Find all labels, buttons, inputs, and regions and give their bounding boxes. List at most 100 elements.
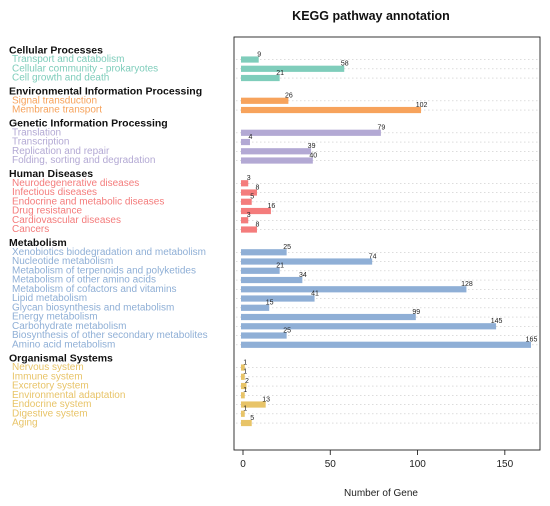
value-label: 8 — [256, 184, 260, 191]
category-label: Metabolism of other amino acids — [12, 275, 156, 286]
category-label: Cancers — [12, 224, 49, 235]
bar — [241, 267, 280, 274]
category-label: Neurodegenerative diseases — [12, 178, 139, 189]
value-label: 3 — [247, 212, 251, 219]
category-label: Lipid metabolism — [12, 293, 87, 304]
chart-title: KEGG pathway annotation — [292, 9, 450, 23]
bar — [241, 364, 245, 371]
category-label: Immune system — [12, 371, 83, 382]
value-label: 8 — [256, 221, 260, 228]
plot-frame — [233, 36, 541, 451]
value-label: 1 — [243, 387, 247, 394]
category-label: Replication and repair — [12, 146, 110, 157]
value-label: 21 — [276, 70, 284, 77]
bar — [241, 249, 287, 256]
bar — [241, 180, 249, 187]
bar — [241, 373, 245, 380]
bar — [241, 226, 257, 233]
bar — [241, 332, 287, 339]
bar — [241, 295, 315, 302]
x-tick-label: 0 — [240, 459, 246, 470]
value-label: 21 — [276, 263, 284, 270]
bar — [241, 410, 245, 417]
value-label: 3 — [247, 175, 251, 182]
bar — [241, 148, 312, 155]
category-label: Carbohydrate metabolism — [12, 321, 127, 332]
value-label: 2 — [245, 378, 249, 385]
value-label: 145 — [491, 318, 503, 325]
category-label: Excretory system — [12, 381, 89, 392]
category-label: Translation — [12, 127, 61, 138]
category-label: Metabolism of terpenoids and polyketides — [12, 265, 196, 276]
value-label: 13 — [262, 396, 270, 403]
category-label: Transport and catabolism — [12, 54, 124, 65]
value-label: 128 — [461, 281, 473, 288]
bar — [241, 258, 373, 265]
category-label: Glycan biosynthesis and metabolism — [12, 302, 174, 313]
bar — [241, 323, 497, 330]
value-label: 74 — [369, 253, 377, 260]
bar — [241, 74, 280, 82]
value-label: 58 — [341, 61, 349, 68]
value-label: 16 — [268, 203, 276, 210]
x-tick-label: 50 — [325, 459, 337, 470]
bar — [241, 129, 381, 136]
bar — [241, 286, 467, 293]
category-label: Nucleotide metabolism — [12, 256, 113, 267]
group-label: Metabolism — [9, 237, 67, 249]
value-label: 99 — [412, 309, 420, 316]
bar — [241, 106, 422, 114]
category-label: Cell growth and death — [12, 73, 109, 84]
category-label: Biosynthesis of other secondary metaboli… — [12, 330, 208, 341]
bar — [241, 65, 345, 72]
x-axis-label: Number of Gene — [344, 488, 418, 499]
bar — [241, 189, 257, 196]
value-label: 1 — [243, 369, 247, 376]
value-label: 25 — [283, 244, 291, 251]
value-label: 102 — [416, 102, 428, 109]
category-label: Transcription — [12, 137, 69, 148]
bar — [241, 56, 259, 63]
bar — [241, 392, 245, 399]
bar — [241, 304, 270, 311]
bar — [241, 97, 289, 104]
bar — [241, 157, 313, 164]
x-tick-label: 100 — [409, 459, 426, 470]
category-label: Amino acid metabolism — [12, 339, 115, 350]
group-label: Genetic Information Processing — [9, 118, 168, 130]
group-label: Cellular Processes — [9, 44, 103, 56]
value-label: 41 — [311, 290, 319, 297]
value-label: 9 — [257, 51, 261, 58]
value-label: 26 — [285, 93, 293, 100]
bar — [241, 138, 250, 146]
group-label: Human Diseases — [9, 168, 93, 180]
bar — [241, 419, 252, 427]
category-label: Endocrine and metabolic diseases — [12, 196, 164, 207]
category-label: Nervous system — [12, 362, 84, 373]
bar — [241, 198, 252, 205]
bar — [241, 313, 416, 321]
group-label: Environmental Information Processing — [9, 86, 202, 98]
bar — [241, 217, 249, 224]
value-label: 25 — [283, 327, 291, 334]
category-label: Endocrine system — [12, 399, 91, 410]
category-label: Aging — [12, 418, 38, 429]
value-label: 165 — [526, 337, 538, 344]
category-label: Signal transduction — [12, 95, 97, 106]
category-label: Drug resistance — [12, 206, 82, 217]
value-label: 1 — [243, 359, 247, 366]
value-label: 1 — [243, 406, 247, 413]
category-label: Cellular community - prokaryotes — [12, 63, 158, 74]
value-label: 15 — [266, 300, 274, 307]
category-label: Cardiovascular diseases — [12, 215, 121, 226]
category-label: Infectious diseases — [12, 187, 97, 198]
value-label: 40 — [309, 152, 317, 159]
category-label: Folding, sorting and degradation — [12, 155, 155, 166]
category-label: Xenobiotics biodegradation and metabolis… — [12, 247, 206, 258]
value-label: 34 — [299, 272, 307, 279]
x-tick-label: 150 — [496, 459, 513, 470]
bar — [241, 341, 531, 348]
value-label: 39 — [308, 143, 316, 150]
